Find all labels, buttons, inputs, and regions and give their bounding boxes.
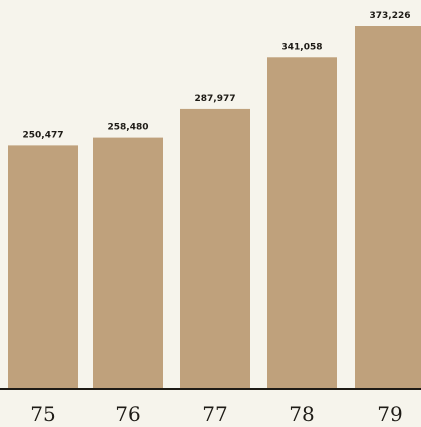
bar-78: [267, 57, 337, 390]
value-label-76: 258,480: [108, 123, 149, 133]
x-tick-label-75: 75: [30, 402, 55, 426]
x-tick-label-78: 78: [289, 402, 314, 426]
value-label-75: 250,477: [23, 130, 64, 140]
bar-76: [93, 137, 163, 389]
x-tick-label-79: 79: [377, 402, 402, 426]
value-label-77: 287,977: [195, 94, 236, 104]
x-tick-label-77: 77: [202, 402, 227, 426]
bar-77: [180, 108, 250, 389]
value-label-78: 341,058: [282, 42, 323, 52]
bar-79: [355, 26, 421, 389]
x-tick-label-76: 76: [115, 402, 140, 426]
value-label-79: 373,226: [370, 11, 411, 21]
bar-75: [8, 145, 78, 389]
